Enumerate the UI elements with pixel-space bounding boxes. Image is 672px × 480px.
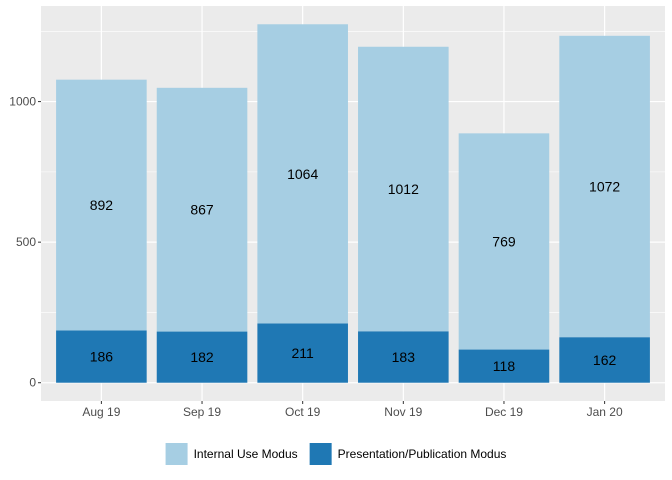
data-label: 1012 bbox=[388, 181, 419, 197]
data-label: 769 bbox=[492, 233, 516, 249]
data-label: 867 bbox=[190, 202, 214, 218]
x-tick-label: Dec 19 bbox=[485, 405, 523, 419]
x-tick-label: Jan 20 bbox=[587, 405, 623, 419]
y-tick-label: 500 bbox=[16, 235, 36, 249]
y-tick-label: 0 bbox=[29, 376, 36, 390]
data-label: 118 bbox=[493, 358, 516, 374]
data-label: 1072 bbox=[589, 178, 620, 194]
bar-segment bbox=[56, 330, 147, 383]
bar-segment bbox=[257, 323, 348, 383]
x-tick-label: Oct 19 bbox=[285, 405, 321, 419]
data-label: 162 bbox=[593, 352, 617, 368]
data-label: 183 bbox=[392, 349, 416, 365]
data-label: 186 bbox=[90, 349, 114, 365]
legend-label: Presentation/Publication Modus bbox=[338, 447, 507, 461]
bar-segment bbox=[56, 79, 147, 331]
bar-segment bbox=[559, 337, 650, 383]
bars bbox=[56, 24, 650, 383]
legend: Internal Use Modus Presentation/Publicati… bbox=[165, 443, 507, 465]
data-labels: 186 892 182 867 211 1064 183 1012 118 769 162 1072 bbox=[90, 166, 621, 374]
bar-segment bbox=[358, 46, 449, 332]
bar-segment bbox=[458, 133, 550, 350]
data-label: 182 bbox=[190, 349, 214, 365]
y-axis: 0 500 1000 bbox=[9, 95, 41, 390]
data-label: 892 bbox=[90, 197, 114, 213]
bar-segment bbox=[559, 35, 650, 338]
bar-segment bbox=[156, 331, 248, 383]
data-label: 1064 bbox=[287, 166, 318, 182]
data-label: 211 bbox=[292, 345, 315, 361]
x-tick-label: Aug 19 bbox=[82, 405, 120, 419]
bar-segment bbox=[257, 24, 348, 324]
legend-key bbox=[309, 443, 332, 465]
legend-key bbox=[165, 443, 188, 465]
x-tick-label: Sep 19 bbox=[183, 405, 221, 419]
bar-segment bbox=[458, 349, 550, 383]
x-axis: Aug 19 Sep 19 Oct 19 Nov 19 Dec 19 Jan 20 bbox=[82, 401, 623, 419]
legend-label: Internal Use Modus bbox=[194, 447, 298, 461]
x-tick-label: Nov 19 bbox=[384, 405, 422, 419]
bar-segment bbox=[156, 87, 248, 332]
bar-segment bbox=[358, 331, 449, 383]
y-tick-label: 1000 bbox=[9, 95, 36, 109]
